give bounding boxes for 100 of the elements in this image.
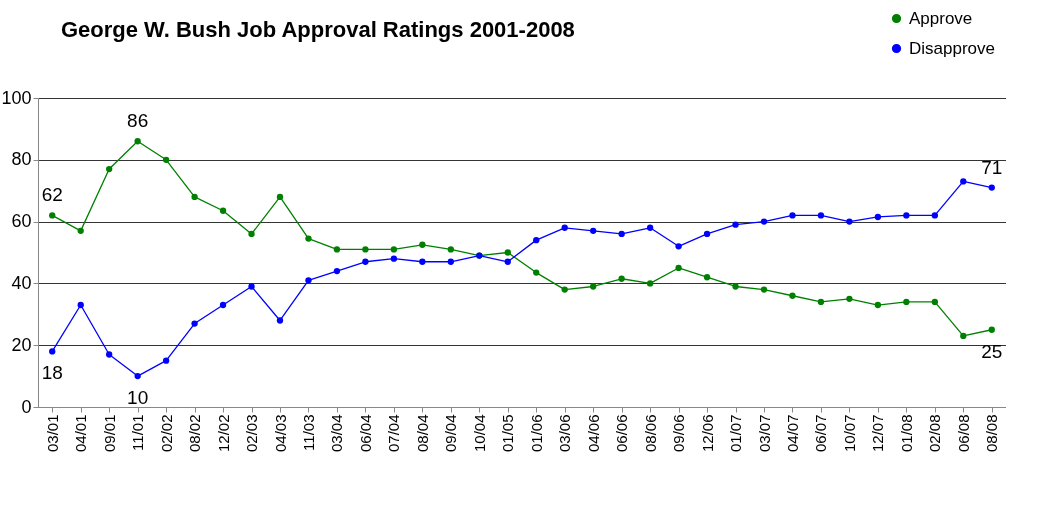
data-label: 18: [41, 362, 63, 384]
x-tick-label: 02/03: [243, 414, 261, 453]
point: [817, 212, 825, 219]
x-tick-label: 02/08: [926, 414, 944, 453]
x-tick-label: 04/01: [72, 414, 90, 453]
point: [732, 283, 739, 290]
point: [874, 213, 882, 221]
point: [646, 224, 654, 231]
point: [447, 246, 454, 253]
point: [789, 212, 796, 219]
x-tick-label: 02/02: [157, 414, 175, 453]
point: [760, 286, 768, 293]
point: [191, 193, 198, 201]
x-tick-label: 04/07: [783, 414, 801, 453]
point: [106, 165, 113, 173]
point: [618, 230, 625, 238]
x-tick-label: 11/03: [299, 414, 317, 451]
point: [390, 255, 398, 262]
point: [106, 351, 113, 358]
legend-label: Disapprove: [909, 38, 995, 58]
point: [248, 230, 255, 238]
point: [419, 258, 426, 265]
point: [646, 280, 654, 287]
y-tick-label: 80: [11, 149, 32, 170]
x-tick-label: 09/06: [670, 414, 688, 453]
x-tick-label: 08/08: [983, 414, 1001, 453]
x-tick-label: 01/05: [499, 414, 517, 453]
point: [533, 269, 540, 276]
point: [134, 372, 141, 380]
data-label: 86: [127, 110, 149, 132]
x-tick-label: 10/07: [840, 414, 858, 453]
x-tick-label: 03/06: [556, 414, 574, 453]
point: [703, 230, 711, 238]
x-tick-label: 06/04: [356, 414, 374, 453]
data-label: 62: [41, 184, 63, 206]
point: [362, 258, 369, 265]
x-tick-label: 01/08: [897, 414, 915, 453]
point: [590, 227, 597, 235]
x-tick-label: 06/07: [812, 414, 830, 453]
point: [874, 301, 882, 309]
point: [49, 348, 56, 355]
x-tick-label: 08/04: [413, 414, 431, 453]
point: [77, 301, 84, 309]
point: [77, 227, 84, 235]
x-tick-label: 09/04: [442, 414, 460, 453]
chart-title: George W. Bush Job Approval Ratings 2001-2008: [60, 17, 575, 42]
x-tick-label: 01/06: [527, 414, 545, 453]
x-tick-label: 12/07: [869, 414, 887, 453]
x-tick-label: 03/01: [43, 414, 61, 453]
point: [419, 241, 426, 248]
y-tick-label: 100: [1, 87, 32, 108]
point: [846, 295, 853, 303]
x-tick-label: 01/07: [727, 414, 745, 453]
point: [390, 246, 398, 253]
point: [618, 275, 625, 282]
point: [333, 267, 341, 275]
point: [903, 298, 910, 306]
legend-label: Approve: [909, 8, 973, 28]
point: [504, 258, 511, 265]
x-tick-label: 09/01: [100, 414, 118, 453]
point: [49, 212, 56, 219]
point: [219, 207, 227, 214]
point: [447, 258, 454, 265]
x-tick-label: 10/04: [470, 414, 488, 453]
x-tick-label: 04/06: [584, 414, 602, 453]
point: [219, 301, 227, 309]
point: [533, 236, 540, 244]
point: [760, 218, 768, 225]
x-tick-label: 07/04: [385, 414, 403, 453]
point: [561, 286, 568, 293]
y-tick-label: 0: [21, 396, 32, 417]
data-label: 25: [981, 340, 1003, 362]
point: [960, 332, 967, 340]
x-tick-label: 03/07: [755, 414, 773, 453]
x-tick-label: 12/02: [214, 414, 232, 453]
point: [903, 212, 910, 219]
x-tick-label: 06/06: [613, 414, 631, 453]
point: [988, 184, 995, 191]
point: [846, 218, 853, 225]
point: [191, 320, 198, 327]
point: [931, 212, 938, 219]
x-tick-label: 12/06: [698, 414, 716, 453]
x-tick-label: 06/08: [954, 414, 972, 453]
point: [305, 235, 312, 242]
point: [960, 178, 967, 185]
point: [248, 283, 255, 290]
y-tick-label: 40: [11, 272, 32, 293]
point: [276, 317, 284, 324]
y-tick-label: 60: [11, 211, 32, 232]
point: [732, 221, 739, 228]
point: [162, 357, 170, 364]
x-tick-label: 04/03: [271, 414, 289, 453]
point: [988, 326, 995, 333]
point: [703, 274, 711, 281]
point: [817, 298, 825, 306]
point: [362, 246, 369, 253]
data-label: 71: [981, 156, 1003, 178]
point: [305, 277, 312, 284]
x-tick-label: 08/02: [186, 414, 204, 453]
x-tick-label: 08/06: [641, 414, 659, 453]
